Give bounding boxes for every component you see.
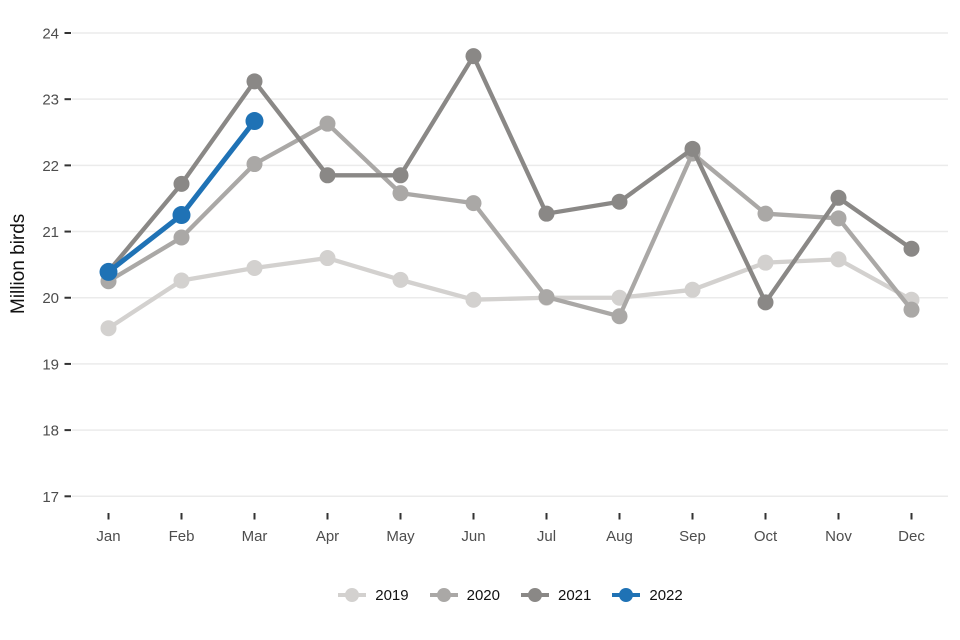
x-tick-label-Mar: Mar <box>242 528 268 545</box>
y-tick-label-19: 19 <box>42 356 59 373</box>
data-point-2020-Oct <box>757 205 774 222</box>
data-point-2021-May <box>392 167 409 184</box>
x-tick-label-Feb: Feb <box>169 528 195 545</box>
data-point-2021-Aug <box>611 193 628 210</box>
data-point-2022-Feb <box>172 206 191 225</box>
x-tick-label-Apr: Apr <box>316 528 339 545</box>
data-point-2019-Nov <box>830 251 847 268</box>
legend-item-2022: 2022 <box>611 586 683 604</box>
data-point-2021-Mar <box>246 73 263 90</box>
data-point-2020-Mar <box>246 156 263 173</box>
legend-key-line-dot-icon <box>611 586 641 604</box>
x-tick-label-Oct: Oct <box>754 528 778 545</box>
y-tick-label-22: 22 <box>42 158 59 175</box>
legend-key-line-dot-icon <box>337 586 367 604</box>
legend-item-2019: 2019 <box>337 586 409 604</box>
data-point-2019-Oct <box>757 254 774 271</box>
data-point-2019-Apr <box>319 250 336 267</box>
data-point-2021-Feb <box>173 175 190 192</box>
y-tick-label-24: 24 <box>42 26 59 43</box>
data-point-2021-Nov <box>830 189 847 206</box>
data-point-2020-Jul <box>538 289 555 306</box>
legend-label: 2022 <box>649 586 683 604</box>
legend-label: 2021 <box>558 586 592 604</box>
data-point-2021-Oct <box>757 294 774 311</box>
data-point-2022-Jan <box>99 262 118 281</box>
data-point-2020-May <box>392 185 409 202</box>
data-point-2021-Apr <box>319 167 336 184</box>
series-line-2019 <box>106 255 914 331</box>
data-point-2019-May <box>392 271 409 288</box>
legend-label: 2020 <box>466 586 500 604</box>
y-tick-label-20: 20 <box>42 290 59 307</box>
y-tick-label-18: 18 <box>42 423 59 440</box>
data-point-2019-Aug <box>611 289 628 306</box>
plot-area: 17 18 19 20 21 22 23 24 Jan Feb Mar Apr May Jun Jul Aug… <box>42 26 948 545</box>
data-point-2020-Dec <box>903 301 920 318</box>
x-tick-label-Aug: Aug <box>606 528 633 545</box>
series-line-2020 <box>106 121 914 319</box>
data-point-2020-Feb <box>173 229 190 246</box>
data-point-2021-Jun <box>465 48 482 65</box>
data-point-2021-Dec <box>903 240 920 257</box>
data-point-2021-Jul <box>538 205 555 222</box>
y-tick-label-21: 21 <box>42 224 59 241</box>
series-line-2021 <box>106 54 914 305</box>
x-tick-label-Jul: Jul <box>537 528 556 545</box>
data-point-2019-Sep <box>684 281 701 298</box>
legend-item-2020: 2020 <box>429 586 500 604</box>
data-point-2019-Feb <box>173 272 190 289</box>
data-point-2019-Jan <box>100 320 117 337</box>
data-point-2022-Mar <box>245 112 264 131</box>
data-point-2020-Apr <box>319 115 336 132</box>
data-point-2019-Jun <box>465 291 482 308</box>
y-tick-label-23: 23 <box>42 92 59 109</box>
x-tick-label-Jan: Jan <box>96 528 120 545</box>
legend-item-2021: 2021 <box>520 586 591 604</box>
legend: 2019 2020 2021 2022 <box>72 586 948 604</box>
series-line-2022 <box>106 118 257 275</box>
legend-label: 2019 <box>375 586 409 604</box>
legend-key-line-dot-icon <box>429 586 459 604</box>
x-tick-label-Dec: Dec <box>898 528 925 545</box>
data-point-2021-Sep <box>684 140 701 157</box>
data-point-2020-Aug <box>611 308 628 325</box>
x-tick-label-Sep: Sep <box>679 528 706 545</box>
data-point-2019-Mar <box>246 259 263 276</box>
y-axis-title: Million birds <box>8 213 29 315</box>
x-tick-label-Nov: Nov <box>825 528 852 545</box>
data-point-2020-Nov <box>830 210 847 227</box>
legend-key-line-dot-icon <box>520 586 550 604</box>
x-tick-label-May: May <box>386 528 415 545</box>
x-tick-label-Jun: Jun <box>461 528 485 545</box>
y-tick-label-17: 17 <box>42 489 59 506</box>
data-point-2020-Jun <box>465 195 482 212</box>
